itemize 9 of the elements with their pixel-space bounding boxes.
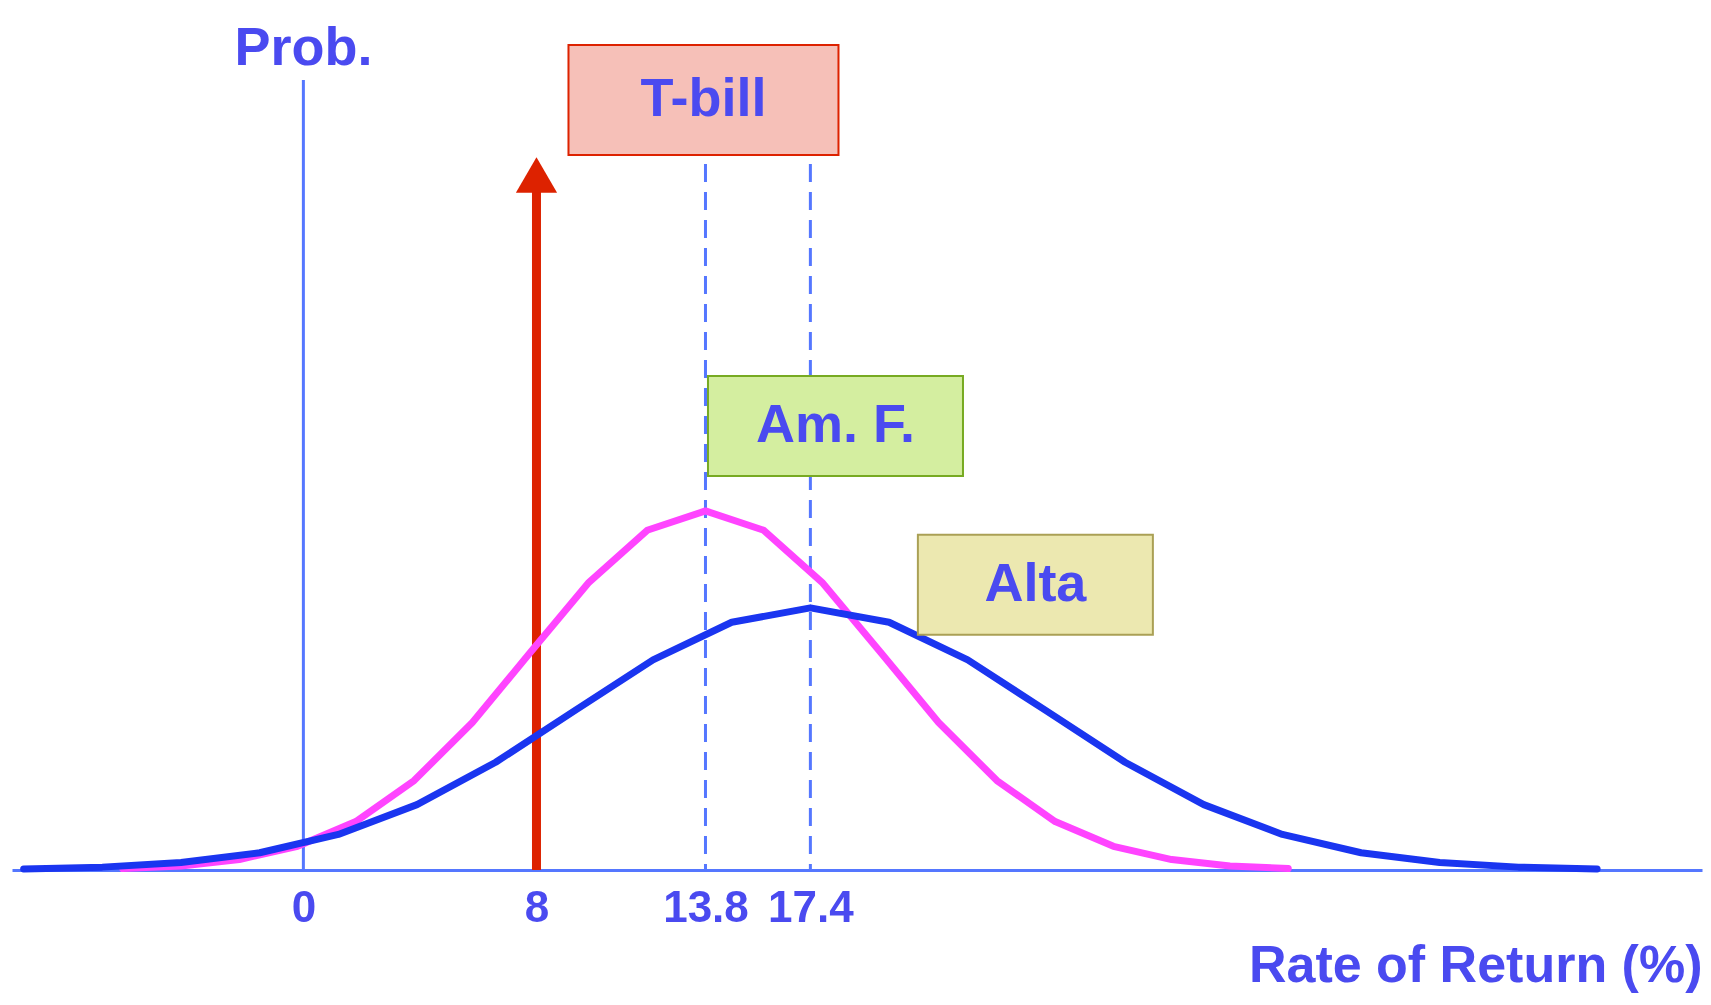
series-label: Alta	[984, 551, 1088, 612]
text: Prob.	[234, 16, 373, 76]
series-label: Am. F.	[755, 392, 915, 453]
x-tick-label: 8	[524, 881, 550, 931]
ref-line-label: T-bill	[640, 67, 767, 127]
x-axis-title: Rate of Return (%)	[1248, 934, 1703, 993]
x-tick-label: 13.8	[663, 881, 749, 931]
x-tick-label: 0	[291, 881, 317, 931]
x-tick-label: 17.4	[768, 881, 855, 931]
